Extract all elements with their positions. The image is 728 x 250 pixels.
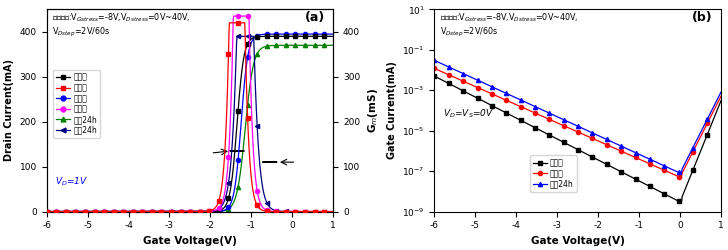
Text: V$_D$=1V: V$_D$=1V bbox=[55, 176, 88, 188]
应力后 bbox=[637, 158, 646, 162]
静置24h bbox=[464, 75, 473, 78]
Y-axis label: Gate Current(mA): Gate Current(mA) bbox=[387, 62, 397, 160]
Text: 应力条件:V$_{Gstress}$=-8V,V$_{Dstress}$=0V~40V,
V$_{Dstep}$=2V/60s: 应力条件:V$_{Gstress}$=-8V,V$_{Dstress}$=0V~… bbox=[52, 12, 191, 39]
Text: (b): (b) bbox=[692, 12, 713, 24]
静置24h bbox=[716, 91, 725, 94]
应力后 bbox=[610, 147, 619, 150]
Legend: 应力前, 应力前, 应力后, 应力后, 静置24h, 静置24h: 应力前, 应力前, 应力后, 应力后, 静置24h, 静置24h bbox=[53, 70, 100, 138]
静置24h bbox=[610, 142, 619, 144]
应力前 bbox=[638, 181, 647, 184]
应力前 bbox=[637, 180, 646, 184]
应力前 bbox=[464, 92, 473, 95]
应力前 bbox=[430, 74, 439, 78]
Y-axis label: Drain Current(mA): Drain Current(mA) bbox=[4, 60, 14, 162]
Line: 应力前: 应力前 bbox=[432, 74, 723, 204]
Text: 应力条件:V$_{Gstress}$=-8V,V$_{Dstress}$=0V~40V,
V$_{Dstep}$=2V/60s: 应力条件:V$_{Gstress}$=-8V,V$_{Dstress}$=0V~… bbox=[440, 12, 579, 39]
Text: V$_D$=V$_S$=0V: V$_D$=V$_S$=0V bbox=[443, 108, 494, 120]
应力后 bbox=[523, 108, 532, 111]
应力前 bbox=[523, 122, 532, 126]
静置24h bbox=[637, 154, 646, 157]
静置24h bbox=[676, 172, 684, 174]
应力前 bbox=[544, 133, 553, 136]
应力后 bbox=[544, 117, 553, 120]
静置24h bbox=[544, 111, 553, 114]
应力前 bbox=[716, 99, 725, 102]
静置24h bbox=[430, 59, 439, 62]
应力后 bbox=[716, 95, 725, 98]
应力前 bbox=[610, 167, 619, 170]
Text: (a): (a) bbox=[304, 12, 325, 24]
应力后 bbox=[464, 82, 473, 85]
应力前 bbox=[676, 200, 684, 203]
Line: 静置24h: 静置24h bbox=[432, 58, 723, 175]
Legend: 应力前, 应力后, 静置24h: 应力前, 应力后, 静置24h bbox=[530, 156, 577, 192]
应力后 bbox=[638, 159, 647, 162]
静置24h bbox=[523, 102, 532, 105]
应力后 bbox=[676, 176, 684, 179]
应力后 bbox=[430, 67, 439, 70]
Y-axis label: G$_m$(mS): G$_m$(mS) bbox=[365, 88, 380, 133]
X-axis label: Gate Voltage(V): Gate Voltage(V) bbox=[531, 236, 625, 246]
X-axis label: Gate Voltage(V): Gate Voltage(V) bbox=[143, 236, 237, 246]
静置24h bbox=[638, 154, 647, 158]
Line: 应力后: 应力后 bbox=[432, 66, 723, 179]
